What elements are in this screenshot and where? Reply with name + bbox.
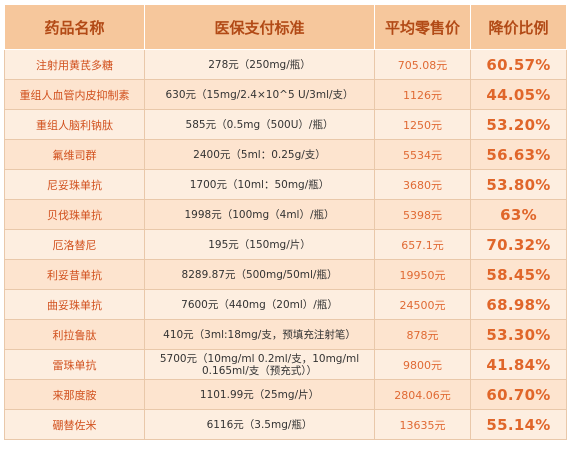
table-row: 雷珠单抗 5700元（10mg/ml 0.2ml/支，10mg/ml 0.165… [4,349,567,380]
price-cut: 44.05% [470,79,567,110]
drug-name: 重组人血管内皮抑制素 [4,79,145,110]
avg-retail-price: 19950元 [374,259,471,290]
payment-standard: 1700元（10ml：50mg/瓶） [144,169,375,200]
table-row: 利拉鲁肽 410元（3ml:18mg/支，预填充注射笔） 878元 53.30% [4,319,567,350]
table-row: 来那度胺 1101.99元（25mg/片） 2804.06元 60.70% [4,379,567,410]
avg-retail-price: 1250元 [374,109,471,140]
table-row: 利妥昔单抗 8289.87元（500mg/50ml/瓶） 19950元 58.4… [4,259,567,290]
payment-standard: 585元（0.5mg（500U）/瓶） [144,109,375,140]
avg-retail-price: 9800元 [374,349,471,380]
table-row: 曲妥珠单抗 7600元（440mg（20ml）/瓶） 24500元 68.98% [4,289,567,320]
drug-name: 硼替佐米 [4,409,145,440]
payment-standard: 1101.99元（25mg/片） [144,379,375,410]
price-cut: 63% [470,199,567,230]
payment-standard: 1998元（100mg（4ml）/瓶） [144,199,375,230]
header-avg-retail-price: 平均零售价 [374,4,471,50]
table-row: 重组人血管内皮抑制素 630元（15mg/2.4×10^5 U/3ml/支） 1… [4,79,567,110]
payment-standard: 278元（250mg/瓶） [144,49,375,80]
payment-standard: 195元（150mg/片） [144,229,375,260]
drug-name: 利妥昔单抗 [4,259,145,290]
drug-name: 尼妥珠单抗 [4,169,145,200]
price-cut: 55.14% [470,409,567,440]
header-payment-standard: 医保支付标准 [144,4,375,50]
avg-retail-price: 24500元 [374,289,471,320]
header-drug-name: 药品名称 [4,4,145,50]
price-cut: 60.70% [470,379,567,410]
avg-retail-price: 2804.06元 [374,379,471,410]
payment-standard: 8289.87元（500mg/50ml/瓶） [144,259,375,290]
price-cut: 68.98% [470,289,567,320]
avg-retail-price: 878元 [374,319,471,350]
drug-name: 重组人脑利钠肽 [4,109,145,140]
avg-retail-price: 13635元 [374,409,471,440]
drug-name: 注射用黄芪多糖 [4,49,145,80]
drug-name: 来那度胺 [4,379,145,410]
drug-name: 厄洛替尼 [4,229,145,260]
table-row: 硼替佐米 6116元（3.5mg/瓶） 13635元 55.14% [4,409,567,440]
header-price-cut: 降价比例 [470,4,567,50]
drug-name: 曲妥珠单抗 [4,289,145,320]
header-row: 药品名称 医保支付标准 平均零售价 降价比例 [4,4,567,50]
avg-retail-price: 1126元 [374,79,471,110]
payment-standard: 630元（15mg/2.4×10^5 U/3ml/支） [144,79,375,110]
table-row: 厄洛替尼 195元（150mg/片） 657.1元 70.32% [4,229,567,260]
avg-retail-price: 3680元 [374,169,471,200]
price-cut: 53.80% [470,169,567,200]
price-cut: 53.20% [470,109,567,140]
price-cut: 58.45% [470,259,567,290]
table-row: 重组人脑利钠肽 585元（0.5mg（500U）/瓶） 1250元 53.20% [4,109,567,140]
avg-retail-price: 705.08元 [374,49,471,80]
price-cut: 56.63% [470,139,567,170]
table-row: 贝伐珠单抗 1998元（100mg（4ml）/瓶） 5398元 63% [4,199,567,230]
price-cut: 41.84% [470,349,567,380]
drug-name: 雷珠单抗 [4,349,145,380]
payment-standard: 5700元（10mg/ml 0.2ml/支，10mg/ml 0.165ml/支（… [144,349,375,380]
price-cut: 53.30% [470,319,567,350]
drug-price-table: 药品名称 医保支付标准 平均零售价 降价比例 注射用黄芪多糖 278元（250m… [4,4,567,440]
table-row: 尼妥珠单抗 1700元（10ml：50mg/瓶） 3680元 53.80% [4,169,567,200]
drug-price-table-container: 药品名称 医保支付标准 平均零售价 降价比例 注射用黄芪多糖 278元（250m… [4,4,567,458]
payment-standard: 6116元（3.5mg/瓶） [144,409,375,440]
price-cut: 60.57% [470,49,567,80]
payment-standard: 7600元（440mg（20ml）/瓶） [144,289,375,320]
drug-name: 贝伐珠单抗 [4,199,145,230]
payment-standard: 410元（3ml:18mg/支，预填充注射笔） [144,319,375,350]
payment-standard: 2400元（5ml：0.25g/支） [144,139,375,170]
avg-retail-price: 5398元 [374,199,471,230]
avg-retail-price: 5534元 [374,139,471,170]
price-cut: 70.32% [470,229,567,260]
avg-retail-price: 657.1元 [374,229,471,260]
drug-name: 氟维司群 [4,139,145,170]
drug-name: 利拉鲁肽 [4,319,145,350]
table-row: 氟维司群 2400元（5ml：0.25g/支） 5534元 56.63% [4,139,567,170]
table-row: 注射用黄芪多糖 278元（250mg/瓶） 705.08元 60.57% [4,49,567,80]
